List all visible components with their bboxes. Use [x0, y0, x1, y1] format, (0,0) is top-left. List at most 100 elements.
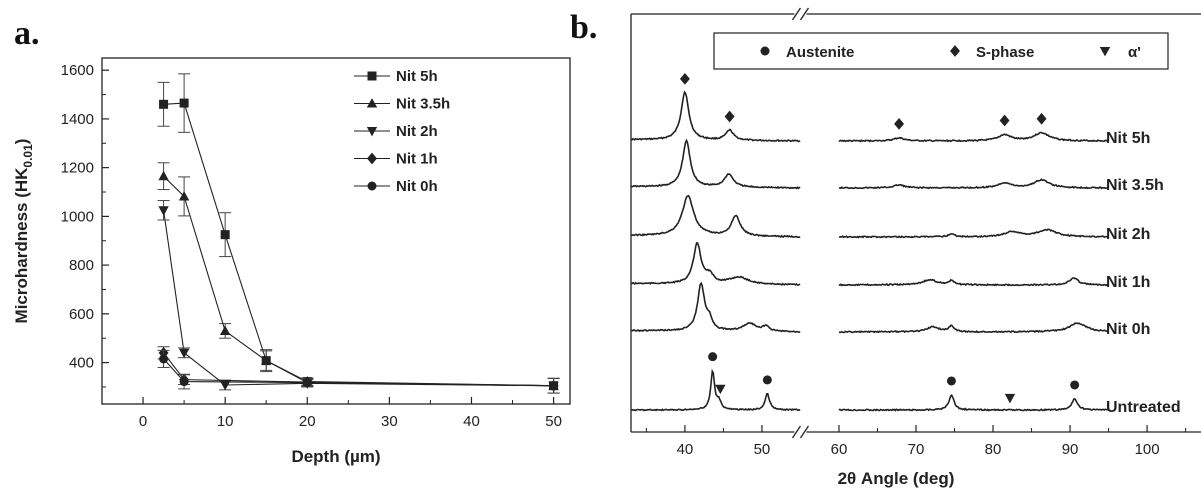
phase-marker-circle	[762, 375, 772, 385]
legend-marker-square	[367, 71, 377, 81]
data-point-triangle-up	[261, 355, 272, 365]
data-point-triangle-up	[219, 325, 231, 335]
data-point-square	[179, 98, 189, 108]
x-tick-label-a: 50	[545, 413, 562, 430]
xrd-trace-line	[630, 138, 801, 190]
xrd-trace-nit-0h: Nit 0h	[630, 281, 1150, 338]
phase-marker-diamond	[1036, 112, 1047, 125]
trace-label: Nit 2h	[1106, 226, 1150, 243]
xrd-trace-untreated: Untreated	[630, 352, 1181, 416]
legend-marker-triangle-down	[1099, 46, 1111, 57]
data-point-circle	[302, 378, 312, 388]
y-tick-label-a: 1000	[61, 208, 94, 225]
x-tick-label-b: 50	[754, 441, 771, 458]
x-axis-title-a: Depth (µm)	[291, 447, 380, 466]
series-a-nit-3-5h	[157, 162, 560, 394]
xrd-trace-nit-5h: Nit 5h	[631, 73, 1150, 147]
phase-marker-circle	[708, 352, 718, 362]
legend-label-a: Nit 0h	[396, 178, 438, 195]
panel-label-a: a.	[14, 15, 40, 52]
y-axis-title-sub: 0.01	[21, 144, 35, 168]
xrd-trace-nit-2h: Nit 2h	[630, 194, 1150, 243]
data-point-triangle-down	[219, 380, 231, 391]
xrd-trace-line	[838, 277, 1109, 287]
xrd-trace-line	[838, 393, 1108, 412]
xrd-trace-nit-1h: Nit 1h	[630, 241, 1150, 291]
xrd-trace-line	[630, 241, 801, 286]
xrd-trace-line	[839, 322, 1109, 334]
x-tick-label-b: 60	[831, 441, 848, 458]
phase-marker-diamond	[999, 114, 1010, 127]
xrd-trace-line	[838, 228, 1109, 239]
xrd-trace-line	[630, 368, 801, 412]
axis-break-mark	[791, 7, 802, 21]
series-line	[163, 358, 554, 387]
series-a-nit-2h	[157, 200, 560, 394]
legend-a: Nit 5h Nit 3.5h Nit 2h Nit 1h Nit 0h	[354, 68, 450, 195]
trace-label: Nit 1h	[1106, 274, 1150, 291]
legend-label-b: Austenite	[786, 44, 854, 61]
y-tick-label-a: 400	[69, 355, 94, 372]
panel-label-b: b.	[570, 9, 597, 46]
legend-label-a: Nit 1h	[396, 151, 438, 168]
x-tick-label-b: 70	[908, 441, 925, 458]
legend-label-a: Nit 5h	[396, 68, 438, 85]
series-a-nit-5h	[157, 73, 560, 394]
xrd-trace-line	[631, 90, 801, 143]
legend-box-b	[713, 32, 1169, 70]
trace-label: Nit 3.5h	[1106, 177, 1164, 194]
x-tick-label-b: 80	[985, 441, 1002, 458]
xrd-trace-nit-3-5h: Nit 3.5h	[630, 138, 1164, 194]
data-point-triangle-up	[158, 170, 169, 181]
x-tick-label-a: 10	[217, 413, 234, 430]
axis-break-mark	[799, 425, 810, 439]
trace-label: Nit 0h	[1106, 321, 1150, 338]
legend-marker-diamond	[950, 45, 960, 57]
trace-label: Untreated	[1106, 399, 1181, 416]
trace-label: Nit 5h	[1106, 130, 1150, 147]
legend-b: Austenite S-phase α'	[713, 32, 1169, 70]
legend-marker-triangle-up	[366, 98, 378, 108]
legend-marker-triangle-down	[366, 126, 378, 137]
xrd-trace-line	[630, 281, 801, 333]
legend-marker-circle	[760, 46, 770, 56]
x-tick-label-b: 40	[677, 441, 694, 458]
legend-item-b: α'	[1099, 44, 1141, 61]
x-axis-title-b: 2θ Angle (deg)	[838, 469, 955, 488]
legend-item-a: Nit 1h	[354, 151, 438, 168]
legend-label-b: α'	[1128, 44, 1141, 61]
phase-marker-diamond	[724, 110, 735, 123]
y-axis-title-end: )	[12, 139, 31, 145]
phase-marker-diamond	[679, 73, 690, 85]
plot-frame-a	[101, 57, 571, 405]
phase-marker-circle	[946, 376, 956, 386]
axis-break-mark	[799, 7, 810, 21]
x-tick-label-a: 30	[381, 413, 398, 430]
xrd-trace-line	[838, 178, 1109, 190]
series-a-nit-1h	[157, 346, 560, 394]
panel-b-xrd-chart: b. 40 50 60 70 80 90 100 2θ Angle (deg) Austen…	[570, 7, 1201, 488]
phase-marker-triangle-down	[1004, 393, 1016, 404]
legend-item-a: Nit 2h	[354, 123, 438, 140]
data-point-circle	[549, 381, 559, 391]
legend-marker-circle	[367, 181, 377, 191]
series-line	[163, 352, 554, 387]
series-line	[163, 102, 554, 387]
data-point-triangle-up	[178, 191, 190, 201]
x-tick-label-b: 90	[1062, 441, 1079, 458]
x-tick-label-a: 40	[463, 413, 480, 430]
data-point-triangle-down	[158, 206, 169, 216]
xrd-trace-line	[838, 131, 1109, 143]
data-point-square	[220, 230, 230, 240]
y-tick-label-a: 1600	[61, 62, 94, 79]
legend-item-b: S-phase	[950, 44, 1034, 61]
legend-item-a: Nit 5h	[354, 68, 438, 85]
data-point-circle	[159, 354, 169, 364]
data-point-square	[159, 99, 169, 109]
y-tick-label-a: 1200	[61, 160, 94, 177]
x-tick-label-b: 100	[1135, 441, 1160, 458]
series-line	[163, 175, 554, 387]
series-a-nit-0h	[157, 349, 560, 394]
phase-marker-diamond	[894, 118, 905, 130]
